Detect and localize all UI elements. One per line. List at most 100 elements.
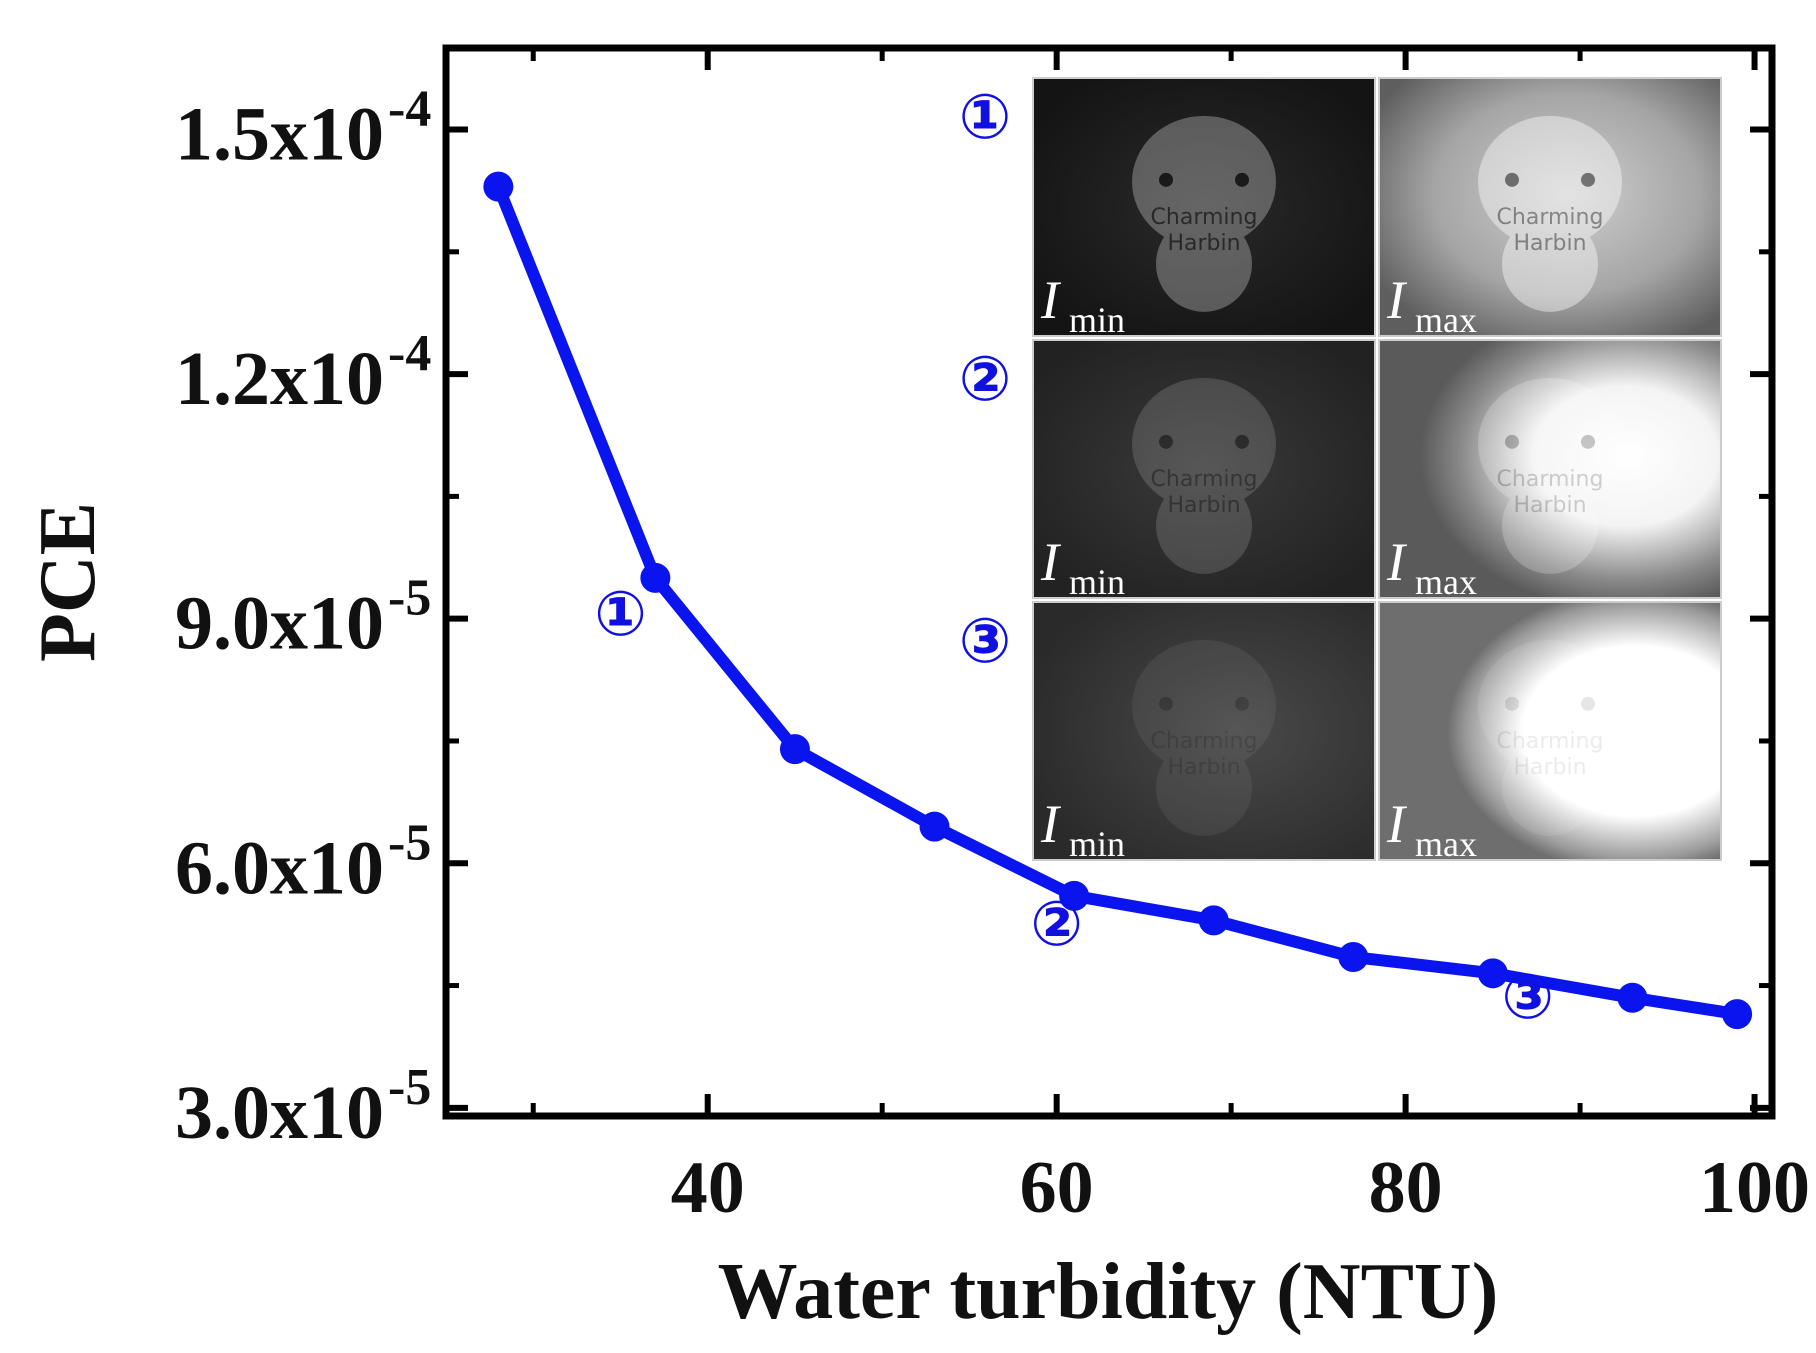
annotation-group: ① ② ③ bbox=[594, 577, 1554, 1033]
mascot-head bbox=[1478, 639, 1622, 772]
inset-row-marker: ③ bbox=[959, 604, 1012, 677]
mascot-eye bbox=[1581, 696, 1595, 711]
data-point bbox=[483, 171, 514, 202]
inset-imax-image bbox=[1378, 601, 1722, 861]
watermark-text: Harbin bbox=[1167, 231, 1240, 256]
imin-label: I bbox=[1040, 794, 1062, 854]
y-axis-ticks: 3.0x10 -56.0x10 -59.0x10 -51.2x10 -41.5x10 -4 bbox=[175, 81, 1772, 1155]
watermark-text: Charming bbox=[1151, 729, 1258, 754]
mascot-eye bbox=[1159, 434, 1173, 449]
data-point bbox=[1338, 942, 1369, 973]
x-tick-label: 100 bbox=[1699, 1147, 1810, 1229]
mascot-eye bbox=[1505, 434, 1519, 449]
mascot-head bbox=[1478, 115, 1622, 248]
imax-label: I bbox=[1386, 270, 1408, 330]
imin-subscript: min bbox=[1069, 562, 1125, 602]
inset-imin-image bbox=[1032, 601, 1376, 861]
inset-imax-image bbox=[1378, 77, 1722, 337]
mascot-eye bbox=[1159, 696, 1173, 711]
mascot-body bbox=[1502, 739, 1598, 836]
x-tick-label: 80 bbox=[1369, 1147, 1443, 1229]
mascot-eye bbox=[1235, 696, 1249, 711]
imin-subscript: min bbox=[1069, 824, 1125, 864]
imax-subscript: max bbox=[1415, 562, 1477, 602]
y-tick-exponent: -5 bbox=[388, 1059, 431, 1116]
imin-label: I bbox=[1040, 270, 1062, 330]
imax-label: I bbox=[1386, 794, 1408, 854]
data-point bbox=[1059, 880, 1090, 911]
mascot-body bbox=[1156, 477, 1252, 574]
data-point bbox=[1477, 958, 1508, 989]
mascot-eye bbox=[1235, 172, 1249, 187]
imax-subscript: max bbox=[1415, 300, 1477, 340]
watermark-text: Harbin bbox=[1513, 755, 1586, 780]
series-group bbox=[483, 171, 1753, 1030]
mascot-head bbox=[1132, 115, 1276, 248]
mascot-eye bbox=[1159, 172, 1173, 187]
x-axis-ticks: 40 60 80 100 bbox=[530, 48, 1810, 1229]
y-tick-label: 1.2x10 bbox=[175, 337, 384, 421]
y-tick-label: 3.0x10 bbox=[175, 1071, 384, 1155]
mascot-body bbox=[1156, 739, 1252, 836]
watermark-text: Harbin bbox=[1167, 493, 1240, 518]
data-point bbox=[779, 734, 810, 765]
y-axis-title: PCE bbox=[24, 502, 112, 662]
watermark-text: Charming bbox=[1497, 205, 1604, 230]
watermark-text: Harbin bbox=[1513, 231, 1586, 256]
watermark-text: Charming bbox=[1151, 205, 1258, 230]
inset-imin-image bbox=[1032, 77, 1376, 337]
y-tick-label: 9.0x10 bbox=[175, 582, 384, 666]
mascot-eye bbox=[1581, 172, 1595, 187]
inset-row-marker: ① bbox=[959, 80, 1012, 153]
mascot-head bbox=[1478, 377, 1622, 510]
x-tick-label: 60 bbox=[1020, 1147, 1094, 1229]
data-point bbox=[1617, 982, 1648, 1013]
data-point bbox=[919, 811, 950, 842]
y-tick-exponent: -4 bbox=[388, 81, 431, 138]
mascot-eye bbox=[1581, 434, 1595, 449]
mascot-body bbox=[1502, 477, 1598, 574]
plot-frame bbox=[442, 44, 1776, 1120]
data-point bbox=[640, 562, 671, 593]
y-tick-label: 1.5x10 bbox=[175, 93, 384, 177]
watermark-text: Harbin bbox=[1167, 755, 1240, 780]
mascot-body bbox=[1502, 215, 1598, 312]
imax-subscript: max bbox=[1415, 824, 1477, 864]
y-tick-exponent: -5 bbox=[388, 814, 431, 871]
curve-annotation: ② bbox=[1030, 887, 1083, 960]
mascot-eye bbox=[1505, 696, 1519, 711]
inset-imin-image bbox=[1032, 339, 1376, 599]
y-tick-label: 6.0x10 bbox=[175, 826, 384, 910]
watermark-text: Harbin bbox=[1513, 493, 1586, 518]
y-tick-exponent: -5 bbox=[388, 570, 431, 627]
data-point bbox=[1722, 999, 1753, 1030]
x-axis-title: Water turbidity (NTU) bbox=[718, 1248, 1499, 1336]
mascot-eye bbox=[1235, 434, 1249, 449]
watermark-text: Charming bbox=[1497, 729, 1604, 754]
imin-subscript: min bbox=[1069, 300, 1125, 340]
curve-annotation: ③ bbox=[1501, 960, 1554, 1033]
curve-annotation: ① bbox=[594, 577, 647, 650]
mascot-body bbox=[1156, 215, 1252, 312]
mascot-eye bbox=[1505, 172, 1519, 187]
inset-row-marker: ② bbox=[959, 342, 1012, 415]
inset-imax-image bbox=[1378, 339, 1722, 599]
y-tick-exponent: -4 bbox=[388, 325, 431, 382]
imax-label: I bbox=[1386, 532, 1408, 592]
mascot-head bbox=[1132, 377, 1276, 510]
watermark-text: Charming bbox=[1151, 467, 1258, 492]
imin-label: I bbox=[1040, 532, 1062, 592]
watermark-text: Charming bbox=[1497, 467, 1604, 492]
x-tick-label: 40 bbox=[671, 1147, 745, 1229]
mascot-head bbox=[1132, 639, 1276, 772]
series-line bbox=[492, 180, 1744, 1021]
data-point bbox=[1198, 905, 1229, 936]
